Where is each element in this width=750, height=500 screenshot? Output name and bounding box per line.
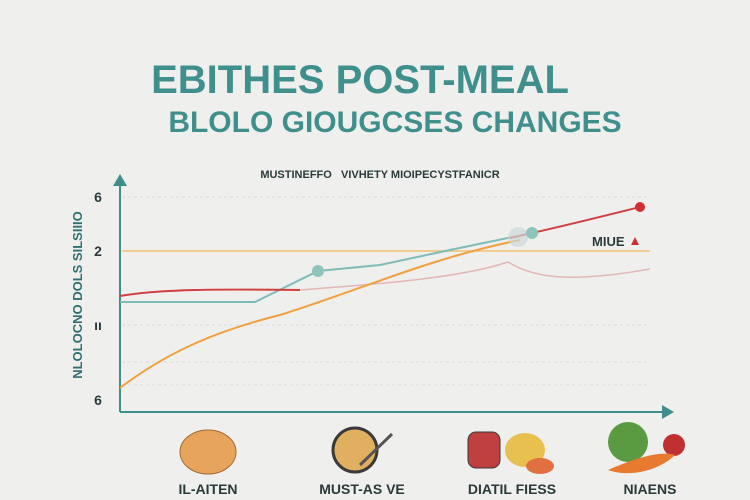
y-tick-label: ıı [94, 317, 102, 333]
marker [526, 227, 538, 239]
food-icon [663, 434, 685, 456]
axis-arrow [113, 174, 127, 186]
food-icon [608, 453, 675, 474]
food-icon [179, 429, 237, 475]
y-tick-label: 2 [94, 243, 102, 259]
food-icon [608, 422, 648, 462]
line [120, 232, 533, 303]
y-tick-label: 6 [94, 392, 102, 408]
marker [635, 202, 645, 212]
title: EBITHES POST-MEAL [151, 58, 569, 102]
marker [312, 265, 324, 277]
food-icon [467, 431, 501, 469]
line [119, 288, 301, 297]
food-icon [526, 458, 554, 474]
food-label: IL-AITEN [178, 481, 237, 497]
marker-glow [508, 227, 528, 247]
line-label: MIUE [592, 234, 625, 249]
legend-text: MUSTINEFFO VIVHETY MIOIPECYSTFANICR [260, 169, 499, 181]
food-icon [505, 433, 545, 467]
axis-arrow [662, 405, 674, 419]
food-label: NIAENS [624, 481, 677, 497]
food-label: DIATIL FIESS [468, 481, 556, 497]
line [119, 239, 521, 389]
food-icon [331, 426, 379, 474]
food-icons [179, 422, 685, 475]
label-triangle [631, 237, 639, 245]
food-label: MUST-AS VE [319, 481, 405, 497]
subtitle: BLOLO GIOUGCSES CHANGES [168, 106, 621, 139]
food-icon [358, 432, 394, 467]
y-axis-label: NLOLOCNO DOLS SILSIIIO [70, 211, 85, 379]
y-tick-label: 6 [94, 189, 102, 205]
